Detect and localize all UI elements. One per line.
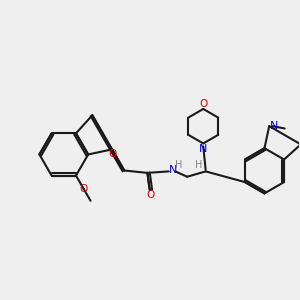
Text: H: H [175, 160, 182, 170]
Text: O: O [199, 99, 207, 109]
Text: O: O [146, 190, 154, 200]
Text: N: N [270, 121, 279, 131]
Text: H: H [195, 160, 203, 170]
Text: N: N [199, 143, 208, 154]
Text: O: O [80, 184, 88, 194]
Text: N: N [169, 165, 177, 175]
Text: O: O [108, 149, 116, 159]
